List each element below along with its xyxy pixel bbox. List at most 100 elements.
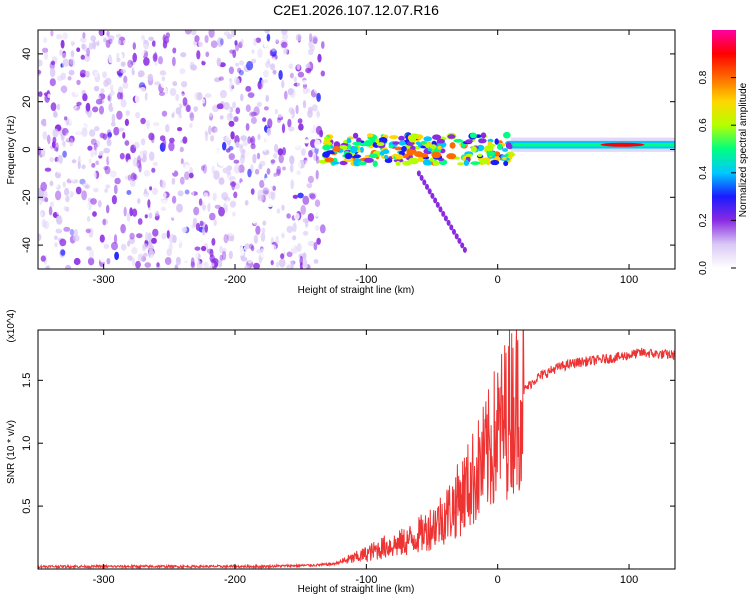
noise-blob <box>287 118 292 128</box>
signal-blob <box>324 136 330 141</box>
signal-blob <box>331 161 340 165</box>
signal-blob <box>410 133 419 139</box>
noise-blob <box>295 159 302 170</box>
noise-blob <box>176 203 183 213</box>
noise-blob <box>146 119 150 130</box>
noise-blob <box>73 229 78 236</box>
noise-blob <box>175 236 182 244</box>
noise-blob <box>88 42 94 50</box>
noise-blob <box>201 98 206 104</box>
noise-blob <box>320 70 325 77</box>
noise-blob <box>268 73 276 78</box>
noise-blob <box>138 162 142 173</box>
noise-blob <box>44 51 48 61</box>
signal-blob <box>476 144 485 152</box>
noise-blob <box>250 245 255 252</box>
noise-blob <box>77 155 82 166</box>
noise-blob <box>207 141 214 151</box>
noise-blob <box>132 52 137 63</box>
noise-blob <box>111 113 116 124</box>
noise-blob <box>172 68 176 74</box>
noise-blob <box>114 177 121 185</box>
noise-blob <box>237 67 242 74</box>
noise-blob <box>228 250 233 260</box>
noise-blob <box>99 105 104 115</box>
signal-blob <box>322 144 331 151</box>
noise-blob <box>170 95 174 101</box>
noise-blob <box>56 56 63 61</box>
noise-blob <box>112 156 119 163</box>
noise-blob <box>210 158 215 167</box>
noise-blob <box>203 166 210 173</box>
noise-blob <box>214 127 218 133</box>
noise-blob <box>89 249 94 259</box>
noise-blob <box>130 144 137 154</box>
noise-blob <box>71 111 76 118</box>
noise-blob <box>158 91 166 97</box>
noise-blob <box>108 54 113 64</box>
noise-blob <box>81 146 87 151</box>
noise-blob <box>193 106 198 112</box>
noise-blob <box>313 208 320 217</box>
noise-blob <box>131 246 138 255</box>
noise-blob <box>196 92 203 101</box>
noise-blob <box>272 113 280 122</box>
noise-blob <box>247 168 252 178</box>
noise-blob <box>73 104 77 110</box>
noise-blob <box>288 201 293 208</box>
noise-blob <box>296 79 302 89</box>
colorbar-tick-label: 0.0 <box>698 261 709 275</box>
signal-blob <box>344 152 353 160</box>
signal-blob <box>398 135 405 141</box>
noise-blob <box>315 169 319 180</box>
noise-blob <box>143 170 151 177</box>
x-tick-label: -100 <box>355 574 377 586</box>
noise-blob <box>124 118 129 126</box>
noise-blob <box>113 37 119 42</box>
noise-blob <box>311 104 318 112</box>
y-tick-label: 40 <box>21 48 33 60</box>
noise-blob <box>206 55 212 63</box>
noise-blob <box>288 126 295 132</box>
noise-blob <box>235 141 240 148</box>
signal-blob <box>415 141 421 145</box>
noise-blob <box>190 64 198 71</box>
noise-blob <box>262 144 267 152</box>
signal-blob <box>477 153 483 157</box>
noise-blob <box>198 127 204 134</box>
noise-blob <box>250 188 255 195</box>
noise-blob <box>201 60 206 66</box>
noise-blob <box>153 125 159 132</box>
noise-blob <box>81 43 86 50</box>
noise-blob <box>124 175 130 180</box>
noise-blob <box>127 102 132 109</box>
noise-blob <box>278 258 286 268</box>
noise-blob <box>295 33 302 42</box>
signal-blob <box>398 140 406 146</box>
noise-blob <box>143 252 148 257</box>
noise-blob <box>140 151 144 159</box>
noise-blob <box>286 225 294 233</box>
noise-blob <box>98 177 103 182</box>
noise-blob <box>179 216 186 225</box>
noise-blob <box>81 190 87 201</box>
noise-blob <box>248 230 252 239</box>
noise-blob <box>59 238 67 247</box>
noise-blob <box>289 155 295 165</box>
noise-blob <box>182 97 188 106</box>
noise-blob <box>142 150 148 157</box>
noise-blob <box>256 152 261 160</box>
noise-blob <box>235 78 240 86</box>
noise-blob <box>92 144 97 151</box>
signal-blob <box>453 138 464 143</box>
branch-blob <box>438 206 443 213</box>
noise-blob <box>186 104 191 113</box>
noise-blob <box>229 82 234 92</box>
noise-blob <box>101 218 109 226</box>
noise-blob <box>262 70 269 78</box>
noise-blob <box>150 109 156 119</box>
noise-blob <box>79 178 86 185</box>
noise-blob <box>278 154 284 164</box>
noise-blob <box>258 163 263 170</box>
noise-blob <box>65 206 70 212</box>
